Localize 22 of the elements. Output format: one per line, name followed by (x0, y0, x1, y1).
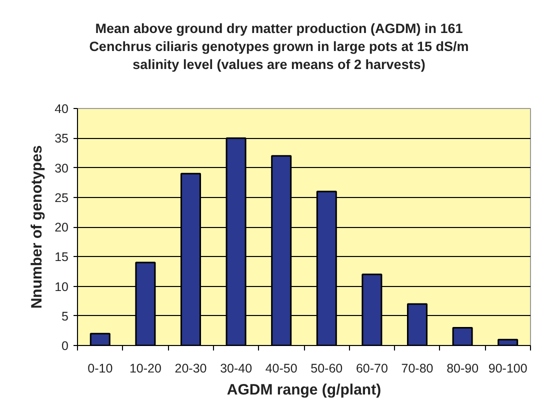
y-axis-title: Nnumber of genotypes (28, 145, 46, 309)
x-axis-title: AGDM range (g/plant) (226, 382, 382, 398)
y-tick-label: 5 (62, 309, 69, 324)
x-tick-label: 10-20 (129, 362, 162, 376)
y-tick-label: 10 (54, 280, 69, 294)
y-tick-label: 15 (54, 250, 69, 264)
x-tick-label: 60-70 (356, 362, 388, 376)
x-tick-label: 40-50 (265, 362, 298, 376)
x-tick-label: 30-40 (220, 362, 252, 376)
y-tick-label: 20 (54, 220, 69, 234)
x-tick-label: 50-60 (310, 362, 343, 376)
y-tick-label: 40 (54, 102, 69, 116)
y-tick-label: 35 (54, 132, 69, 146)
y-tick-label: 30 (54, 161, 69, 176)
x-tick-label: 70-80 (401, 362, 434, 376)
y-tick-label: 0 (62, 339, 69, 353)
x-tick-label: 0-10 (88, 362, 113, 376)
x-tick-label: 80-90 (446, 362, 479, 376)
x-tick-label: 90-100 (488, 362, 528, 376)
chart-title: Mean above ground dry matter production (AGDM) in 161 Cenchrus ciliaris genotypes grown in large pots at 15 dS/m salinity level (values are means of 2 harvests) (88, 20, 470, 74)
x-tick-label: 20-30 (174, 362, 207, 376)
y-tick-label: 25 (54, 190, 69, 205)
